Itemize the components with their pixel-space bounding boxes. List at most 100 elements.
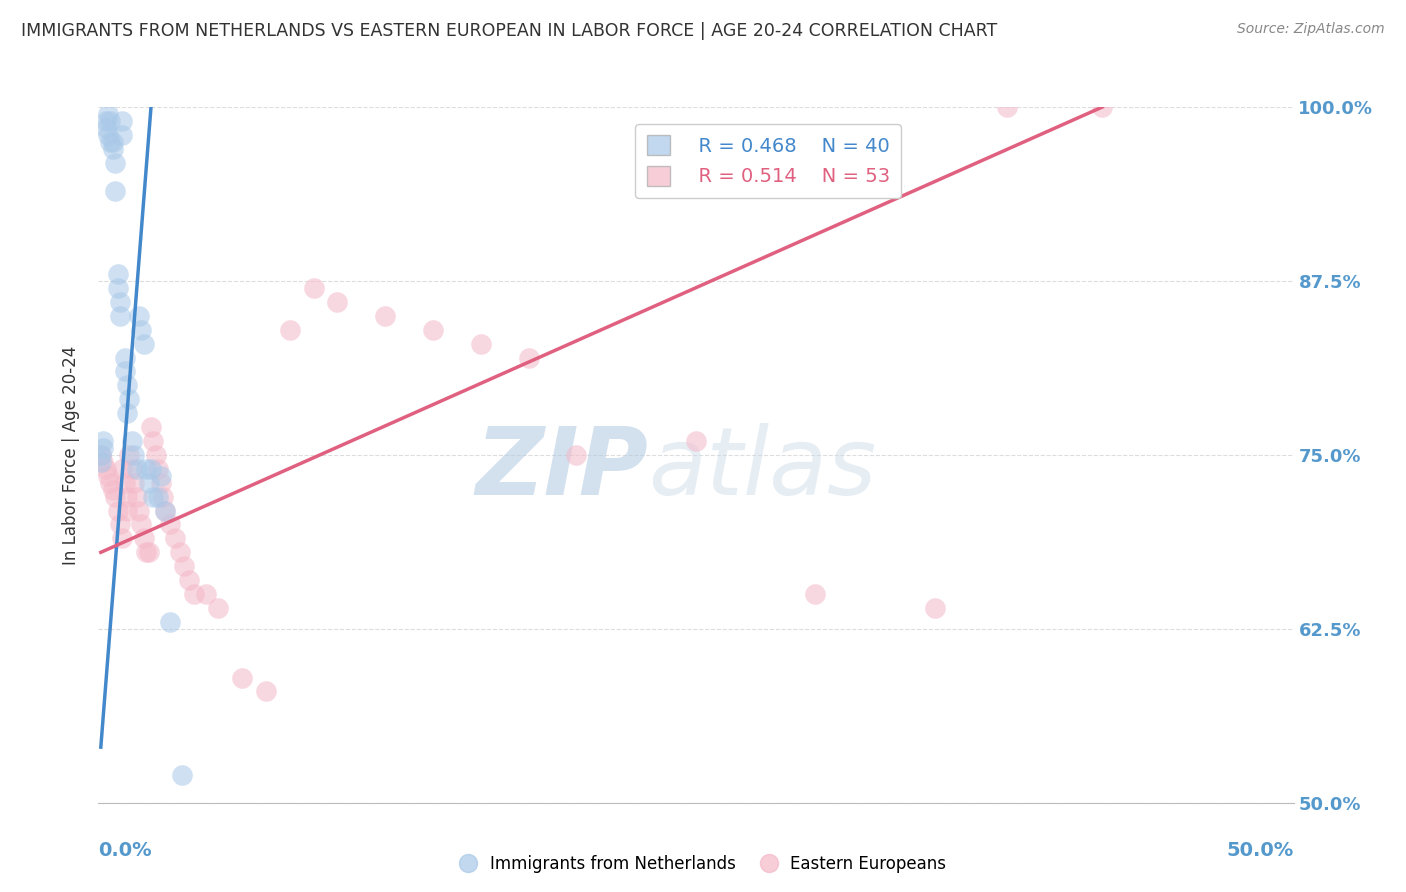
- Point: [101, 135, 124, 149]
- Point: [159, 615, 181, 629]
- Point: [114, 351, 136, 365]
- Point: [131, 323, 153, 337]
- Point: [517, 351, 540, 365]
- Point: [118, 392, 141, 407]
- Point: [97, 468, 120, 483]
- Point: [148, 462, 170, 476]
- Text: Source: ZipAtlas.com: Source: ZipAtlas.com: [1237, 22, 1385, 37]
- Point: [152, 490, 174, 504]
- Point: [139, 462, 162, 476]
- Point: [374, 309, 396, 323]
- Point: [145, 448, 167, 462]
- Point: [132, 336, 155, 351]
- Point: [131, 517, 153, 532]
- Point: [101, 483, 124, 497]
- Point: [94, 114, 117, 128]
- Point: [254, 684, 277, 698]
- Point: [169, 545, 191, 559]
- Point: [108, 294, 131, 309]
- Point: [159, 517, 181, 532]
- Point: [118, 448, 141, 462]
- Point: [135, 462, 157, 476]
- Point: [121, 462, 143, 476]
- Text: atlas: atlas: [648, 424, 876, 515]
- Point: [121, 434, 143, 448]
- Point: [995, 100, 1018, 114]
- Legend: Immigrants from Netherlands, Eastern Europeans: Immigrants from Netherlands, Eastern Eur…: [453, 848, 953, 880]
- Point: [90, 448, 112, 462]
- Point: [111, 462, 134, 476]
- Point: [149, 468, 172, 483]
- Point: [278, 323, 301, 337]
- Point: [90, 455, 112, 469]
- Point: [111, 114, 134, 128]
- Point: [179, 573, 201, 587]
- Point: [138, 545, 160, 559]
- Point: [128, 309, 150, 323]
- Point: [97, 128, 120, 142]
- Text: ZIP: ZIP: [475, 423, 648, 515]
- Point: [470, 336, 492, 351]
- Point: [422, 323, 444, 337]
- Point: [128, 503, 150, 517]
- Point: [115, 378, 138, 392]
- Point: [107, 267, 129, 281]
- Point: [98, 135, 122, 149]
- Point: [107, 281, 129, 295]
- Point: [135, 545, 157, 559]
- Point: [91, 434, 114, 448]
- Point: [98, 114, 122, 128]
- Point: [155, 503, 177, 517]
- Point: [302, 281, 325, 295]
- Point: [98, 475, 122, 490]
- Point: [115, 406, 138, 420]
- Point: [125, 490, 148, 504]
- Point: [326, 294, 349, 309]
- Point: [90, 448, 112, 462]
- Point: [138, 475, 160, 490]
- Point: [194, 587, 218, 601]
- Point: [142, 434, 165, 448]
- Point: [231, 671, 253, 685]
- Point: [101, 142, 124, 156]
- Point: [1091, 100, 1114, 114]
- Y-axis label: In Labor Force | Age 20-24: In Labor Force | Age 20-24: [62, 345, 80, 565]
- Point: [172, 768, 194, 782]
- Point: [91, 441, 114, 455]
- Point: [114, 475, 136, 490]
- Point: [107, 503, 129, 517]
- Point: [125, 462, 148, 476]
- Point: [94, 462, 117, 476]
- Point: [115, 503, 138, 517]
- Point: [111, 532, 134, 546]
- Point: [104, 155, 127, 169]
- Point: [139, 420, 162, 434]
- Point: [924, 601, 946, 615]
- Point: [565, 448, 588, 462]
- Text: 0.0%: 0.0%: [98, 841, 152, 860]
- Text: IMMIGRANTS FROM NETHERLANDS VS EASTERN EUROPEAN IN LABOR FORCE | AGE 20-24 CORRE: IMMIGRANTS FROM NETHERLANDS VS EASTERN E…: [21, 22, 997, 40]
- Point: [132, 532, 155, 546]
- Point: [148, 490, 170, 504]
- Point: [97, 107, 120, 121]
- Point: [94, 120, 117, 135]
- Point: [111, 128, 134, 142]
- Point: [114, 364, 136, 378]
- Point: [124, 475, 146, 490]
- Point: [183, 587, 205, 601]
- Point: [104, 490, 127, 504]
- Text: 50.0%: 50.0%: [1226, 841, 1294, 860]
- Point: [142, 490, 165, 504]
- Point: [155, 503, 177, 517]
- Point: [173, 559, 195, 574]
- Point: [115, 490, 138, 504]
- Point: [207, 601, 229, 615]
- Point: [104, 184, 127, 198]
- Point: [685, 434, 707, 448]
- Point: [108, 309, 131, 323]
- Point: [108, 517, 131, 532]
- Point: [804, 587, 827, 601]
- Legend:   R = 0.468    N = 40,   R = 0.514    N = 53: R = 0.468 N = 40, R = 0.514 N = 53: [636, 124, 901, 198]
- Point: [149, 475, 172, 490]
- Point: [163, 532, 186, 546]
